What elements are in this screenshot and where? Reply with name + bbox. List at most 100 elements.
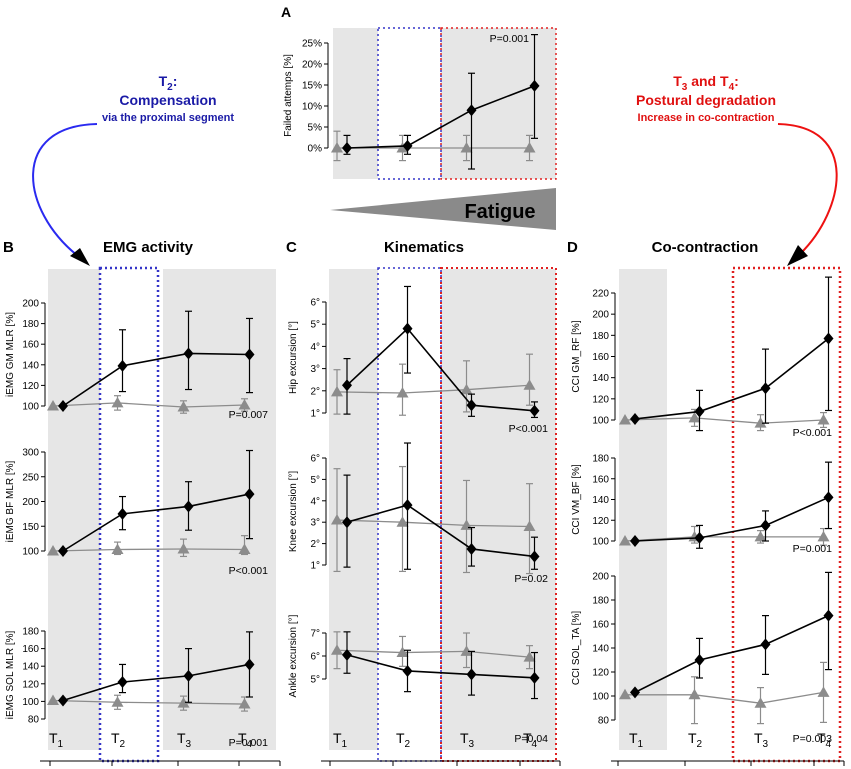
charts-layer: T1 T2 T3 T4 T1 T2 T3 T4 T1 T2 T3 T4 0% 5% 10% 15% 20% 25%… (5, 27, 845, 766)
y-tick-label-c3-2: 7° (310, 629, 320, 640)
shade-a-0 (333, 28, 378, 179)
data-point-c1-control-4 (523, 379, 536, 390)
p-value-a: P=0.001 (490, 33, 530, 45)
data-point-c1-fatigue-4 (529, 404, 540, 417)
y-tick-label-b1-4: 180 (22, 319, 39, 330)
time-point-label-b-2: T2 (111, 730, 126, 750)
shade-a-1 (441, 28, 556, 179)
data-point-c2-fatigue-3 (466, 542, 477, 555)
y-tick-label-a-1: 5% (308, 123, 323, 134)
annotation-right-line3: Increase in co-contraction (638, 112, 775, 124)
y-axis-label-c1: Hip excursion [°] (288, 321, 299, 394)
data-point-b3-fatigue-2 (117, 676, 128, 689)
y-tick-label-d3-2: 120 (592, 668, 609, 679)
data-point-d2-fatigue-3 (760, 519, 771, 532)
series-line-b2-control (52, 548, 245, 552)
data-point-c1-control-1 (331, 385, 343, 397)
data-point-b3-fatigue-3 (183, 669, 194, 682)
box-blue-a (377, 27, 442, 180)
series-line-d1-fatigue (634, 337, 829, 420)
y-tick-label-d3-0: 80 (598, 716, 610, 727)
y-tick-label-b3-1: 100 (22, 697, 39, 708)
y-tick-label-c2-3: 4° (310, 496, 320, 507)
y-tick-label-a-4: 20% (302, 60, 322, 71)
time-point-label-b-3: T3 (177, 730, 192, 750)
data-point-a-fatigue-3 (466, 104, 477, 117)
data-point-d3-control-2 (688, 688, 701, 700)
data-point-b3-control-4 (238, 698, 251, 709)
y-tick-label-d3-5: 180 (592, 596, 609, 607)
data-point-b3-fatigue-1 (58, 694, 68, 707)
y-tick-label-c2-2: 3° (310, 518, 320, 529)
time-point-label-b-4: T4 (238, 730, 253, 750)
y-tick-label-b2-0: 100 (22, 547, 39, 558)
y-tick-label-c1-5: 6° (310, 298, 320, 309)
y-tick-label-c1-1: 2° (310, 386, 320, 397)
series-line-d1-control (624, 417, 824, 424)
y-tick-label-b1-5: 200 (22, 299, 39, 310)
data-point-c2-fatigue-4 (529, 550, 540, 563)
y-tick-label-b1-0: 100 (22, 402, 39, 413)
y-tick-label-b2-4: 300 (22, 448, 39, 459)
y-tick-label-c3-1: 6° (310, 652, 320, 663)
subplot-c3: 5° 6° 7° Ankle excursion [°] P=0.04 (288, 614, 548, 745)
p-value-c1: P<0.001 (509, 423, 549, 435)
data-point-d2-fatigue-4 (823, 491, 834, 504)
data-point-d1-control-3 (754, 417, 767, 428)
annotation-left-arrow-curve (32, 123, 98, 257)
series-line-c1-fatigue (346, 327, 535, 412)
data-point-c2-control-1 (331, 514, 343, 525)
data-point-c3-fatigue-2 (402, 664, 413, 677)
y-tick-label-b3-0: 80 (28, 715, 40, 726)
panel-title-cocontraction: Co-contraction (652, 239, 759, 256)
data-point-c3-control-2 (396, 646, 409, 658)
y-tick-label-d2-4: 180 (592, 454, 609, 465)
y-axis-label-a: Failed attemps [%] (283, 54, 294, 137)
shade-b-1 (163, 269, 276, 750)
data-point-c1-control-2 (396, 387, 409, 398)
series-line-a-fatigue (346, 85, 535, 149)
data-point-d1-control-4 (817, 414, 830, 425)
time-point-label-c-3: T3 (460, 730, 475, 750)
data-point-a-control-2 (396, 142, 409, 153)
fatigue-wedge (330, 188, 556, 230)
data-point-d1-control-2 (688, 411, 701, 423)
data-point-a-fatigue-4 (529, 79, 540, 92)
data-point-b1-control-1 (47, 400, 59, 411)
data-point-c1-fatigue-3 (466, 399, 477, 412)
y-tick-label-d2-2: 140 (592, 495, 609, 506)
y-tick-label-a-5: 25% (302, 39, 322, 50)
series-line-b3-control (52, 699, 245, 705)
annotation-right-title: T3 and T4: (673, 73, 739, 93)
y-tick-label-b1-1: 120 (22, 381, 39, 392)
data-point-d3-control-4 (817, 686, 830, 697)
annotation-left-line3: via the proximal segment (102, 112, 234, 124)
p-value-c2: P=0.02 (514, 573, 548, 585)
y-tick-label-c1-4: 5° (310, 320, 320, 331)
y-axis-label-b2: iEMG BF MLR [%] (5, 460, 16, 542)
y-axis-label-c2: Knee excursion [°] (288, 471, 299, 552)
data-point-b1-fatigue-1 (58, 400, 68, 412)
data-point-c1-control-3 (460, 383, 473, 395)
p-value-b3: P=0.001 (229, 737, 269, 749)
annotation-left-arrowhead (70, 248, 90, 266)
subplot-b3: 80 100 120 140 160 180 iEMG SOL MLR [%] P=0.001 (5, 627, 268, 750)
data-point-c3-fatigue-1 (342, 648, 352, 661)
y-tick-label-c2-1: 2° (310, 539, 320, 550)
data-point-d2-fatigue-2 (694, 531, 705, 544)
y-tick-label-b1-2: 140 (22, 360, 39, 371)
data-point-b2-fatigue-1 (58, 545, 68, 557)
y-axis-label-d2: CCI VM_BF [%] (571, 464, 582, 535)
series-line-b1-fatigue (62, 352, 250, 407)
y-axis-label-d1: CCI GM_RF [%] (571, 320, 582, 392)
annotation-right-line2: Postural degradation (636, 92, 776, 108)
series-line-d2-control (624, 536, 824, 542)
box-red-a (440, 27, 557, 180)
data-point-a-control-4 (523, 142, 536, 153)
data-point-c3-control-3 (460, 645, 473, 656)
shade-c-1 (441, 269, 556, 750)
y-tick-label-d2-1: 120 (592, 516, 609, 527)
subplot-d1: 100 120 140 160 180 200 220 CCI GM_RF [%] P<0.00… (571, 276, 834, 439)
panel-letter-d: D (567, 239, 578, 256)
fatigue-wedge-group: Fatigue (330, 188, 556, 230)
